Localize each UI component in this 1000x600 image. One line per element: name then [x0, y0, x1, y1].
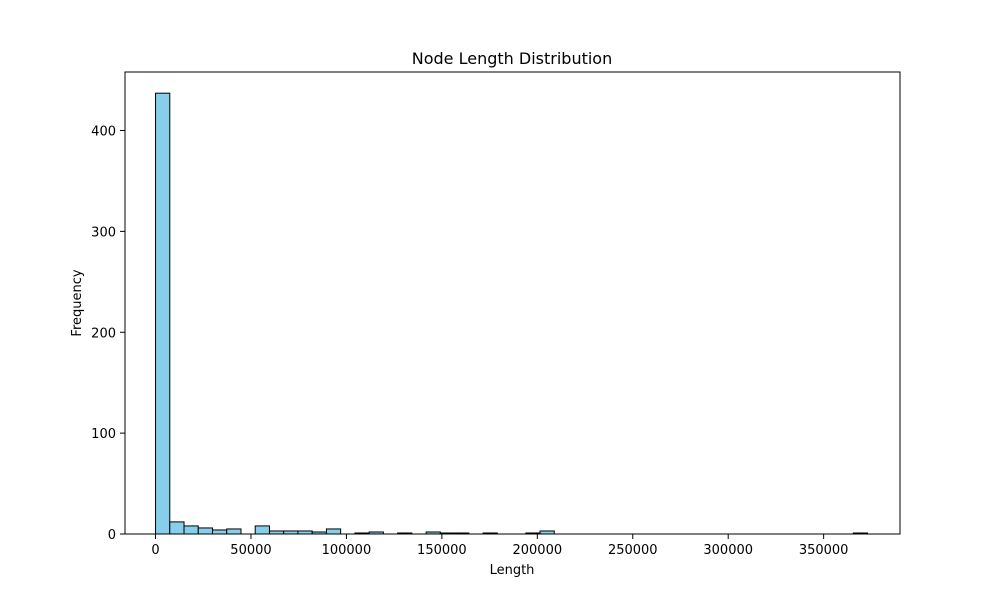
x-tick-label: 200000 [512, 543, 562, 558]
x-axis-ticks: 0 50000 100000 150000 200000 250000 300000 3500… [151, 534, 848, 558]
y-tick-label: 0 [108, 528, 116, 543]
x-tick-label: 100000 [322, 543, 372, 558]
histogram-bar [169, 521, 185, 535]
chart-title: Node Length Distribution [412, 49, 612, 68]
histogram-bar [197, 527, 214, 535]
y-axis-ticks: 0 100 200 300 400 [91, 125, 125, 543]
y-tick-label: 400 [91, 125, 116, 140]
x-tick-label: 0 [151, 543, 159, 558]
x-axis-label: Length [490, 563, 535, 578]
x-tick-label: 350000 [799, 543, 849, 558]
histogram-bar [212, 529, 228, 535]
x-tick-label: 50000 [230, 543, 271, 558]
y-axis-label: Frequency [70, 269, 85, 336]
histogram-bar [183, 525, 199, 535]
y-tick-label: 300 [91, 225, 116, 240]
x-tick-label: 250000 [608, 543, 658, 558]
plot-area-frame [124, 71, 901, 535]
histogram-bar [155, 92, 171, 535]
x-tick-label: 150000 [417, 543, 467, 558]
y-tick-label: 100 [91, 427, 116, 442]
histogram-bar [325, 528, 342, 535]
histogram-bar [226, 528, 242, 535]
histogram-bar [254, 525, 270, 535]
x-tick-label: 300000 [703, 543, 753, 558]
bars-group [155, 92, 869, 535]
y-tick-label: 200 [91, 326, 116, 341]
